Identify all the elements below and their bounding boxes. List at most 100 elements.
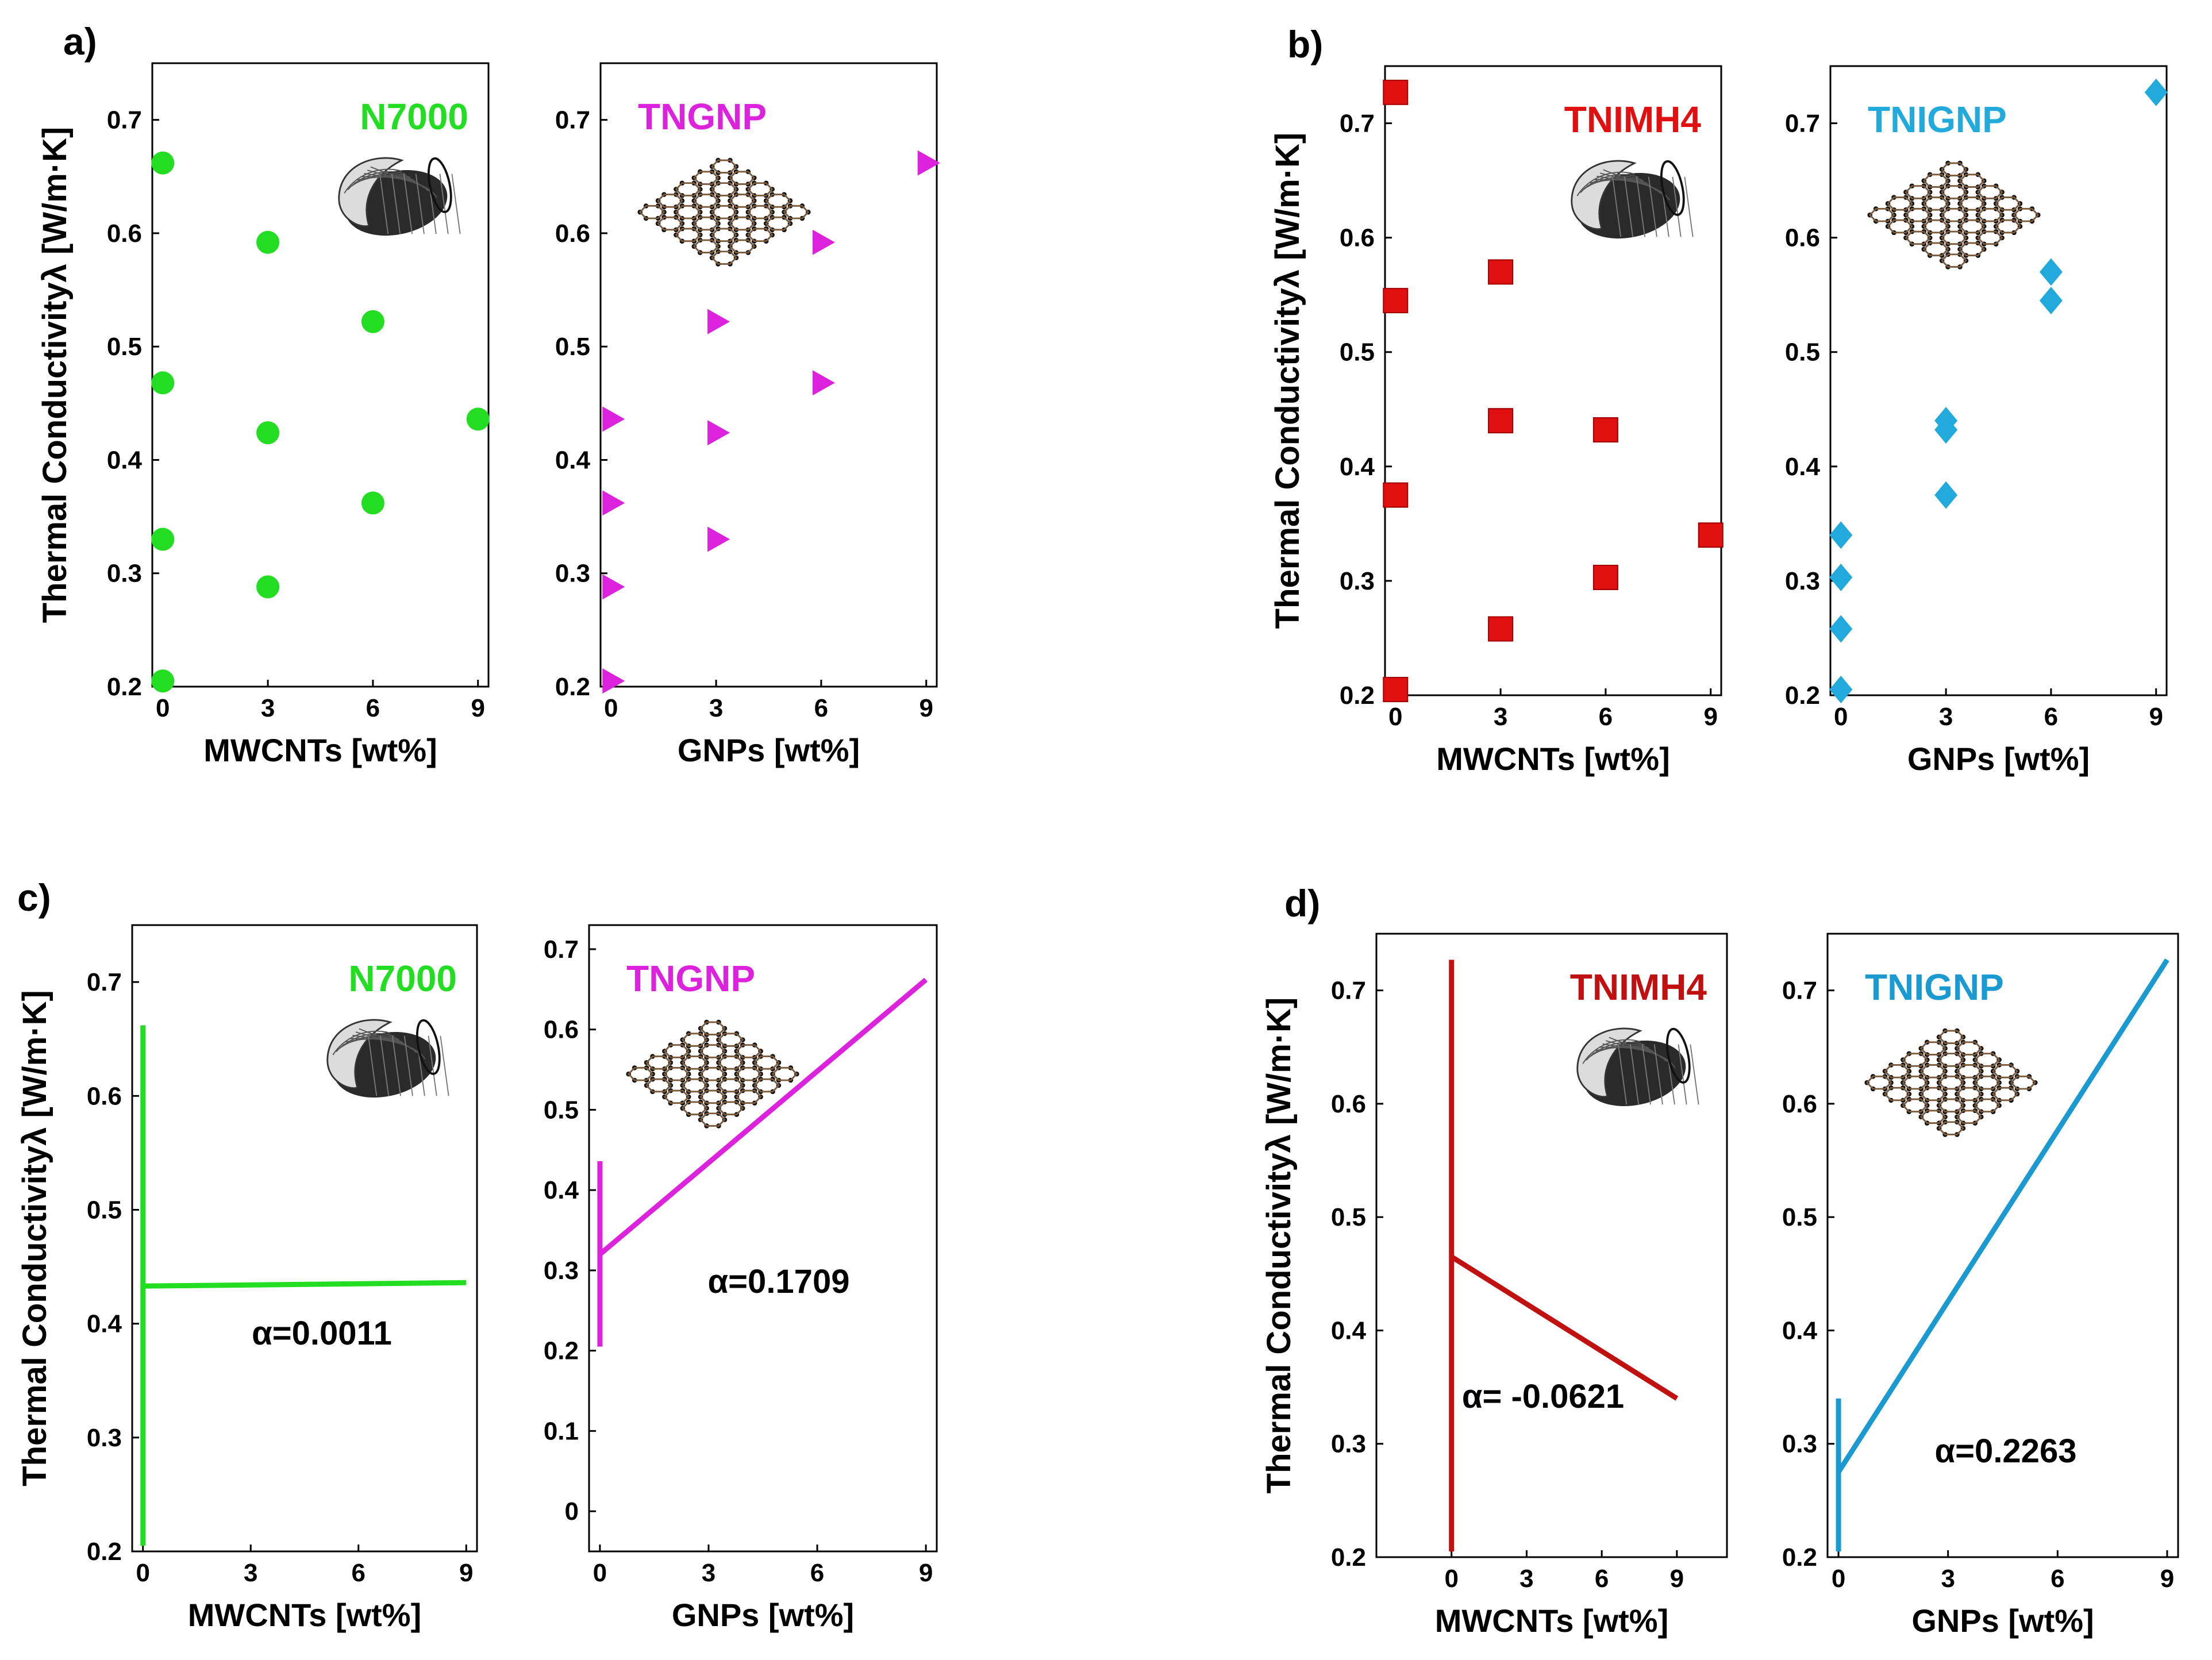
graphene-bond-ring <box>729 239 756 253</box>
x-tick-label: 9 <box>1670 1565 1684 1593</box>
plot-frame <box>131 924 478 1553</box>
data-point <box>812 370 835 396</box>
plot-frame <box>1375 933 1728 1558</box>
graphene-bond-ring <box>699 1044 726 1058</box>
y-tick-label: 0.5 <box>1782 1203 1817 1231</box>
data-point <box>1488 616 1514 642</box>
chart-a2: 0.2 0.3 0.4 0.5 0.6 0.7 0 3 6 9 GNPs [wt%] TNGNP <box>555 62 940 768</box>
graphene-bond-ring <box>1976 185 2003 199</box>
y-tick-label: 0.2 <box>1331 1543 1366 1572</box>
graphene-bond-ring <box>753 1056 780 1070</box>
nanotube-icon <box>338 157 461 236</box>
graphene-bond-ring <box>1959 219 1986 234</box>
x-tick-label: 6 <box>2051 1565 2064 1593</box>
y-tick-label: 0.4 <box>1331 1316 1367 1345</box>
nanotube-mesh-line <box>391 1035 401 1096</box>
nanotube-mesh-line <box>1690 1044 1699 1105</box>
graphene-bond-ring <box>711 251 737 265</box>
graphene-bond-ring <box>1887 219 1913 234</box>
y-tick-label: 0.3 <box>1782 1430 1817 1458</box>
graphene-bond-ring <box>1956 1110 1983 1124</box>
y-tick-label: 0.5 <box>87 1196 122 1224</box>
data-point <box>1592 564 1618 590</box>
graphene-bond-ring <box>1902 1053 1929 1067</box>
nanotube-opening <box>1660 160 1685 216</box>
chart-d2: 0.2 0.3 0.4 0.5 0.6 0.7 0 3 6 9 GNPs [wt%] TNIGNP α=… <box>1782 933 2179 1639</box>
plot-frame <box>599 62 938 688</box>
x-axis-label: MWCNTs [wt%] <box>1435 1603 1668 1639</box>
y-tick-label: 0.4 <box>87 1310 122 1338</box>
chart-c1: c) 0.2 0.3 0.4 0.5 0.6 0.7 0 3 6 9 MWCNTs [wt%] Ther… <box>16 876 478 1633</box>
graphene-bond-ring <box>717 1056 744 1070</box>
graphene-bond-ring <box>1938 1030 1964 1045</box>
graphene-bond-ring <box>747 205 774 219</box>
chart-b2: 0.2 0.3 0.4 0.5 0.6 0.7 0 3 6 9 GNPs [wt%] TNIGNP <box>1785 65 2168 777</box>
nanotube-ridge <box>359 1028 426 1060</box>
graphene-bond-ring <box>711 182 737 197</box>
data-point <box>602 406 625 432</box>
graphene-bond-ring <box>1941 253 1967 268</box>
data-point <box>812 229 835 255</box>
x-tick-label: 6 <box>352 1559 366 1587</box>
y-tick-label: 0.2 <box>555 673 590 701</box>
x-tick-label: 0 <box>1388 703 1402 731</box>
graphene-bond-ring <box>675 228 702 242</box>
x-tick-label: 9 <box>919 1559 933 1587</box>
y-tick-label: 0.5 <box>1340 338 1375 367</box>
nanotube-mesh-line <box>1629 1044 1640 1105</box>
graphene-bond-ring <box>711 205 737 219</box>
y-tick-label: 0.1 <box>544 1417 579 1445</box>
y-tick-label: 0.2 <box>544 1337 579 1365</box>
x-tick-label: 6 <box>810 1559 824 1587</box>
graphene-bond-ring <box>645 1056 672 1070</box>
nanotube-mesh-line <box>391 174 401 234</box>
data-point <box>1383 482 1409 508</box>
plot-frame <box>151 62 490 688</box>
graphene-bond-ring <box>1905 207 1932 222</box>
y-tick-label: 0.6 <box>1782 1090 1817 1118</box>
graphene-bond-ring <box>1941 230 1967 245</box>
y-tick-label: 0.7 <box>555 106 590 134</box>
graphene-bond-ring <box>717 1033 744 1047</box>
graphene-bond-ring <box>1884 1064 1910 1079</box>
graphene-bond-ring <box>627 1066 654 1081</box>
data-point <box>707 309 730 334</box>
fit-line <box>1450 1254 1679 1401</box>
graphene-bond-ring <box>1992 1087 2018 1101</box>
x-tick-label: 9 <box>1703 703 1717 731</box>
data-point <box>1934 481 1958 509</box>
nanotube-ridge <box>370 166 437 198</box>
graphene-bond-ring <box>2010 1075 2037 1090</box>
plot-frame <box>1829 65 2168 696</box>
nanotube-mesh-line <box>403 1035 413 1096</box>
graphene-bond-ring <box>735 1066 762 1081</box>
graphene-bond-ring <box>681 1078 708 1093</box>
data-point <box>466 407 490 431</box>
x-tick-label: 0 <box>156 694 170 722</box>
graphene-bond-ring <box>663 1066 690 1081</box>
x-tick-label: 6 <box>2044 703 2058 731</box>
graphene-bond-ring <box>1938 1053 1964 1067</box>
x-tick-label: 3 <box>1519 1565 1533 1593</box>
data-point <box>707 526 730 552</box>
data-point <box>1829 615 1853 643</box>
x-tick-label: 9 <box>459 1559 473 1587</box>
data-point <box>151 527 175 551</box>
data-point <box>2039 258 2063 286</box>
graphene-bond-ring <box>765 194 791 208</box>
y-axis-label: Thermal Conductivityλ [W/m·K] <box>1260 997 1298 1494</box>
graphene-bond-ring <box>699 1021 726 1036</box>
graphene-bond-ring <box>783 205 810 219</box>
y-tick-label: 0.6 <box>555 219 590 248</box>
data-point <box>1698 522 1724 548</box>
x-tick-label: 0 <box>604 694 618 722</box>
graphene-bond-ring <box>1995 197 2021 211</box>
graphene-bond-ring <box>1992 1064 2018 1079</box>
data-point <box>1829 521 1853 549</box>
graphene-bond-ring <box>717 1078 744 1093</box>
data-point <box>151 371 175 395</box>
x-tick-label: 6 <box>366 694 380 722</box>
graphene-bond-ring <box>693 194 720 208</box>
alpha-annotation: α=0.2263 <box>1935 1432 2077 1470</box>
